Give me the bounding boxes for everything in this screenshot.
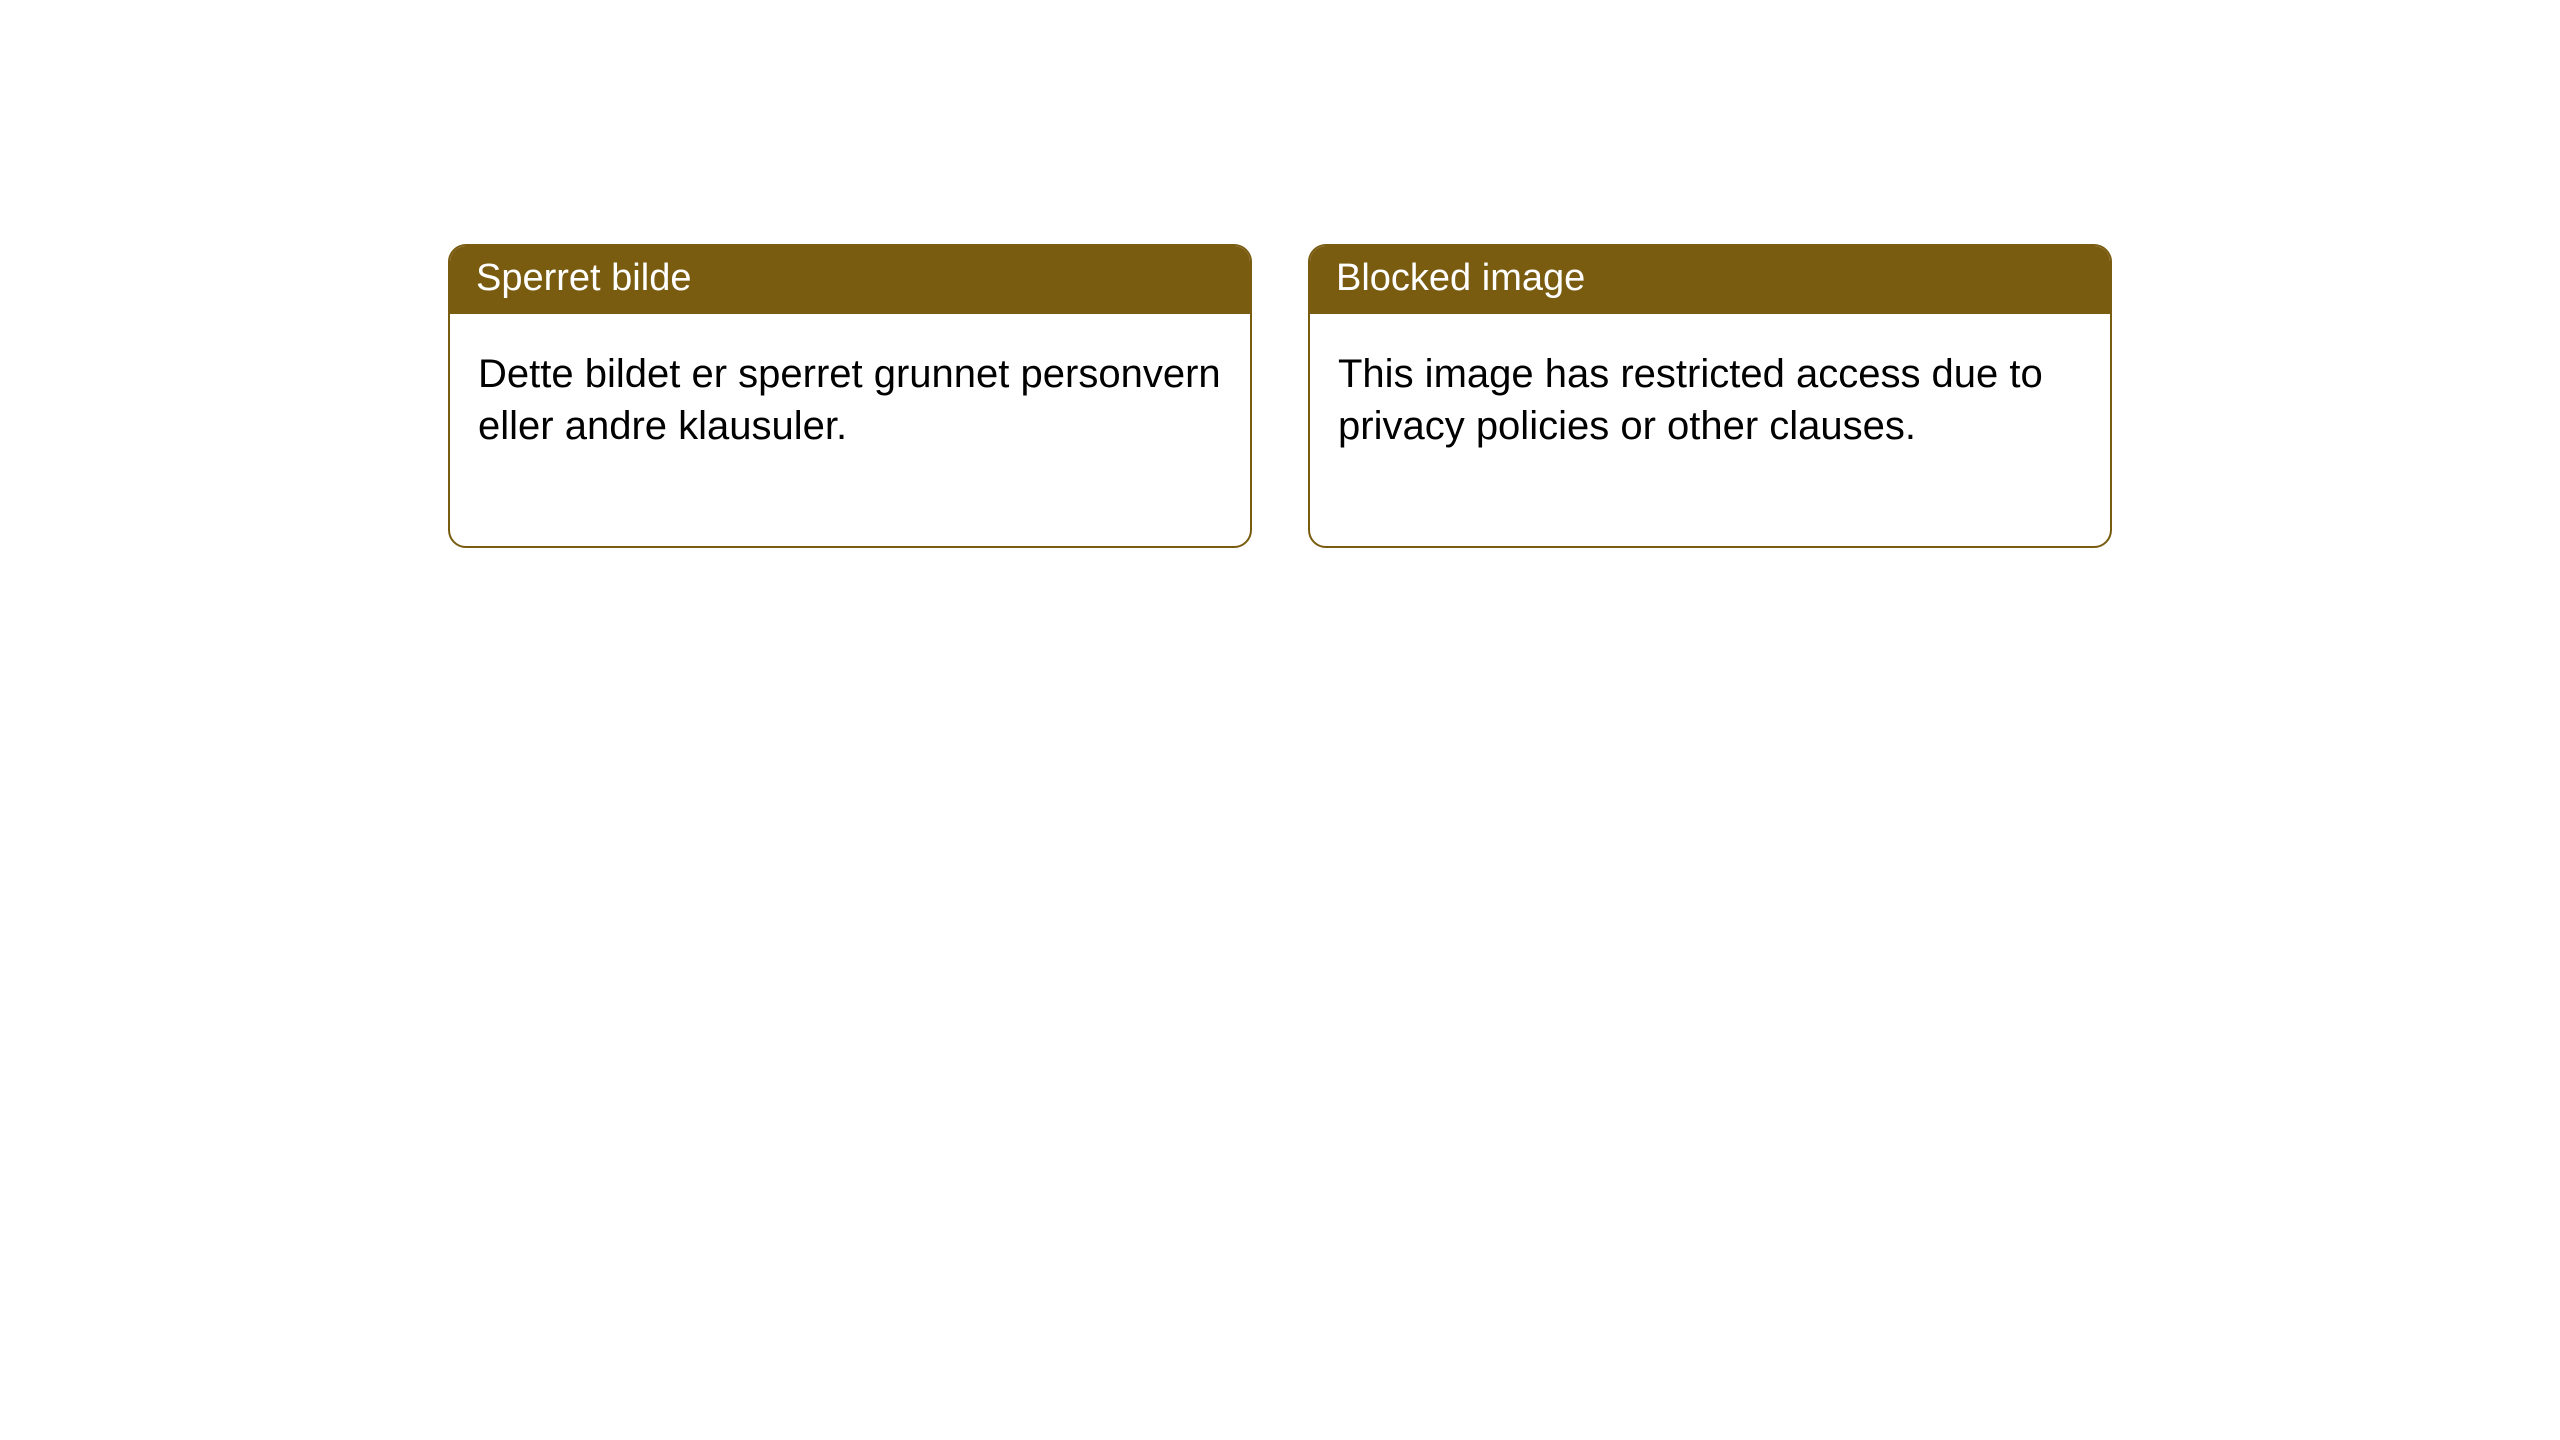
notice-body: Dette bildet er sperret grunnet personve…: [450, 314, 1250, 546]
notice-card-norwegian: Sperret bilde Dette bildet er sperret gr…: [448, 244, 1252, 548]
notice-header: Blocked image: [1310, 246, 2110, 314]
notice-card-english: Blocked image This image has restricted …: [1308, 244, 2112, 548]
notice-body: This image has restricted access due to …: [1310, 314, 2110, 546]
notice-header: Sperret bilde: [450, 246, 1250, 314]
notice-container: Sperret bilde Dette bildet er sperret gr…: [448, 244, 2112, 548]
